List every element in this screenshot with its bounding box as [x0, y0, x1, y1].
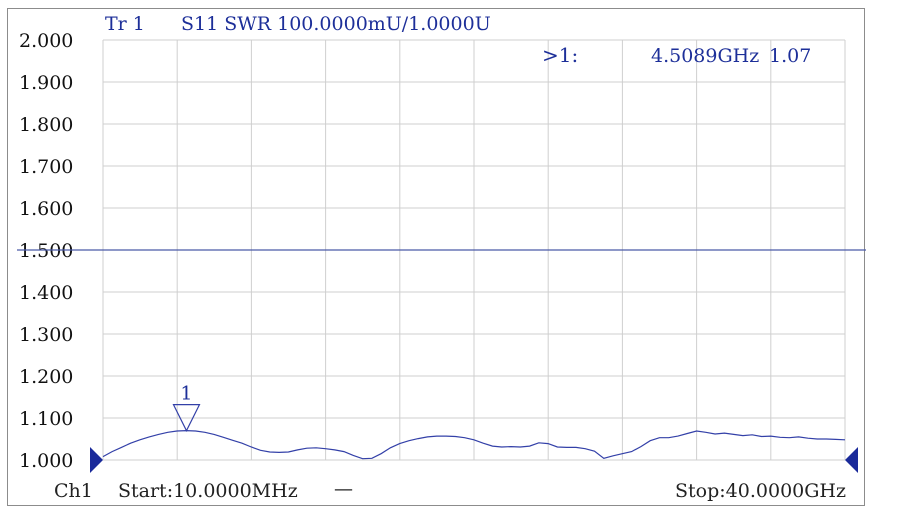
marker-1[interactable]: 1 [172, 383, 201, 432]
y-tick-label: 1.200 [19, 366, 73, 388]
y-tick-label: 1.400 [19, 282, 73, 304]
marker-readout-frequency: 4.5089GHz [651, 45, 759, 67]
y-tick-label: 1.700 [19, 156, 73, 178]
y-tick-label: 1.900 [19, 72, 73, 94]
marker-readout-label: >1: [542, 43, 578, 67]
start-frequency: Start:10.0000MHz [118, 480, 298, 502]
trace-label: Tr 1 [105, 13, 145, 35]
marker-label: 1 [180, 383, 192, 405]
trace-line[interactable] [102, 429, 846, 460]
marker-triangle[interactable] [172, 404, 201, 432]
marker-readout-value: 1.07 [769, 45, 811, 67]
y-tick-label: 1.800 [19, 114, 73, 136]
y-tick-label: 1.500 [19, 240, 73, 262]
y-tick-label: 1.600 [19, 198, 73, 220]
left-edge-pointer[interactable] [90, 447, 103, 473]
y-tick-label: 1.300 [19, 324, 73, 346]
y-tick-label: 1.100 [19, 408, 73, 430]
y-tick-label: 1.000 [19, 450, 73, 472]
y-tick-label: 2.000 [19, 30, 73, 52]
right-edge-pointer[interactable] [845, 447, 858, 473]
footer-separator: — [334, 478, 353, 500]
measurement-label: S11 SWR 100.0000mU/1.0000U [181, 13, 491, 35]
stop-frequency: Stop:40.0000GHz [675, 480, 846, 502]
y-tick-labels: 2.000 1.900 1.800 1.700 1.600 1.500 1.400 1.300… [19, 30, 73, 472]
channel-label: Ch1 [54, 480, 93, 502]
